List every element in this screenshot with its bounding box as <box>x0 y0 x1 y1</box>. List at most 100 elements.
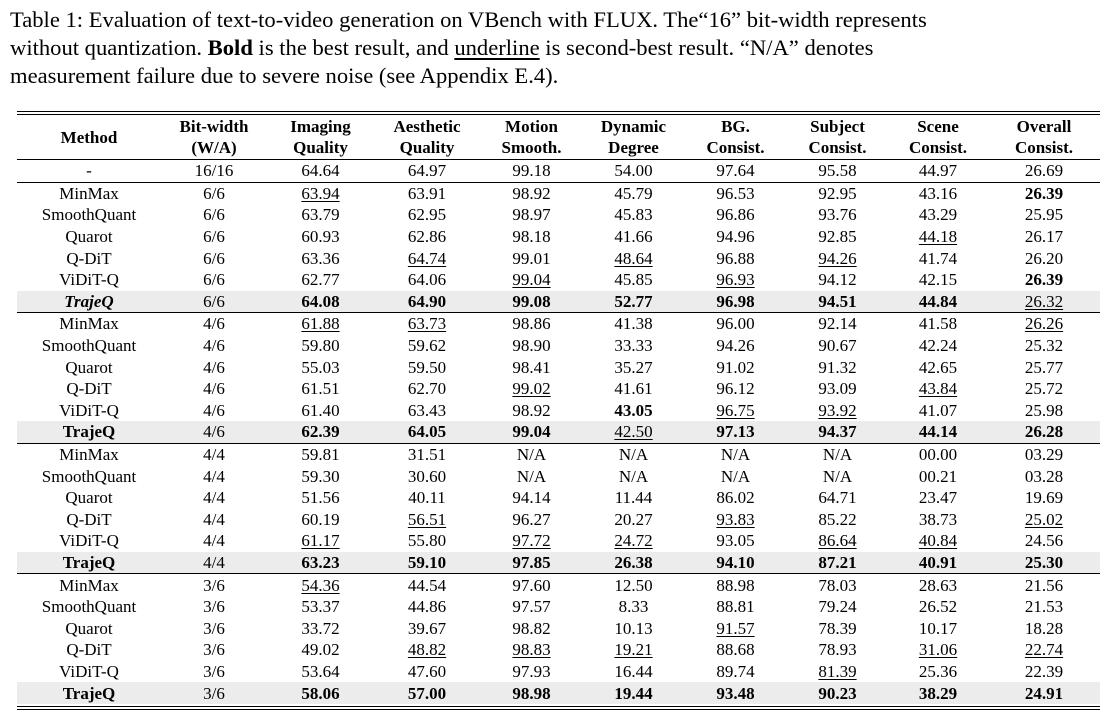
metric-value: 86.02 <box>716 488 755 508</box>
metric-cell: 30.60 <box>374 465 480 487</box>
metric-cell: 59.81 <box>267 442 374 466</box>
metric-cell: 97.60 <box>480 573 583 596</box>
metric-cell: 43.84 <box>888 378 988 400</box>
metric-value: 31.06 <box>918 640 958 660</box>
metric-cell: 33.72 <box>267 617 374 639</box>
method-cell: ViDiT-Q <box>59 270 119 290</box>
metric-value: 61.51 <box>301 379 340 399</box>
top-rule <box>17 111 1100 112</box>
metric-cell: 63.23 <box>267 551 374 574</box>
metric-value: 98.98 <box>512 683 551 703</box>
metric-value: 41.07 <box>918 400 958 420</box>
metric-cell: 98.83 <box>480 639 583 661</box>
metric-cell: 62.95 <box>374 204 480 226</box>
caption-text-3: is second-best result. “N/A” denotes mea… <box>10 35 874 88</box>
metric-value: 54.36 <box>301 575 340 595</box>
metric-cell: 62.77 <box>267 269 374 291</box>
metric-cell: 43.05 <box>583 400 684 422</box>
metric-cell: 10.13 <box>583 617 684 639</box>
metric-value: 20.27 <box>614 509 653 529</box>
metric-value: 59.80 <box>301 336 340 356</box>
method-cell: Quarot <box>65 357 113 377</box>
metric-value: 26.28 <box>1024 422 1064 442</box>
column-header-line: (W/A) <box>191 138 237 157</box>
metric-value: 43.84 <box>918 379 958 399</box>
metric-cell: 91.57 <box>684 617 787 639</box>
metric-value: 98.18 <box>512 227 551 247</box>
metric-cell: 61.40 <box>267 400 374 422</box>
metric-value: 45.79 <box>614 183 653 203</box>
bitwidth-cell: 4/6 <box>161 421 267 444</box>
metric-cell: 96.86 <box>684 204 787 226</box>
method-cell: TrajeQ <box>17 682 161 704</box>
metric-cell: N/A <box>684 442 787 466</box>
metric-cell: 59.62 <box>374 335 480 357</box>
metric-value: 44.18 <box>918 227 958 247</box>
metric-cell: 03.29 <box>988 442 1100 466</box>
bitwidth-cell: 4/4 <box>203 488 225 508</box>
metric-value: 25.30 <box>1024 552 1064 572</box>
metric-value: 40.91 <box>918 552 958 572</box>
bitwidth-cell: 6/6 <box>203 270 225 290</box>
metric-value: 31.51 <box>407 445 447 465</box>
metric-cell: 20.27 <box>583 509 684 531</box>
metric-cell: 44.86 <box>374 596 480 618</box>
metric-cell: 91.32 <box>787 356 888 378</box>
metric-cell: 99.08 <box>480 290 583 313</box>
metric-cell: 54.36 <box>267 573 374 596</box>
metric-cell: 03.28 <box>988 465 1100 487</box>
metric-cell: 96.27 <box>480 509 583 531</box>
metric-cell: 45.83 <box>583 204 684 226</box>
method-cell: TrajeQ <box>17 290 161 313</box>
metric-value: 59.30 <box>301 466 340 486</box>
metric-cell: 98.82 <box>480 617 583 639</box>
table-row: SmoothQuant 3/6 53.37 44.86 97.57 8.33 88.81 79… <box>17 596 1100 618</box>
metric-value: 97.64 <box>716 161 755 181</box>
bitwidth-cell: 16/16 <box>194 161 234 181</box>
metric-value: 98.41 <box>512 357 551 377</box>
table-row-ours: TrajeQ 3/6 58.06 57.00 98.98 19.44 93.48 90.23 3… <box>17 682 1100 704</box>
metric-cell: 25.77 <box>988 356 1100 378</box>
metric-value: 24.91 <box>1024 683 1064 703</box>
method-cell: ViDiT-Q <box>59 531 119 551</box>
metric-value: 26.39 <box>1024 270 1064 290</box>
table-row: SmoothQuant 6/6 63.79 62.95 98.97 45.83 96.86 9… <box>17 204 1100 226</box>
metric-value: 48.82 <box>407 640 447 660</box>
metric-cell: 94.96 <box>684 226 787 248</box>
metric-value: 79.24 <box>818 597 857 617</box>
metric-cell: 97.57 <box>480 596 583 618</box>
metric-cell: 25.98 <box>988 400 1100 422</box>
bitwidth-cell: 4/6 <box>203 357 225 377</box>
metric-cell: 93.76 <box>787 204 888 226</box>
metric-cell: 96.75 <box>684 400 787 422</box>
metric-value: 42.65 <box>918 357 958 377</box>
metric-value: 92.95 <box>818 183 857 203</box>
method-cell: SmoothQuant <box>41 205 137 225</box>
metric-value: 25.95 <box>1024 205 1064 225</box>
metric-value: 64.05 <box>407 422 447 442</box>
metric-value: 87.21 <box>818 552 857 572</box>
metric-value: 62.95 <box>407 205 447 225</box>
metric-cell: 55.03 <box>267 356 374 378</box>
metric-value: 00.21 <box>918 466 958 486</box>
column-header-line: Consist. <box>706 138 765 157</box>
metric-cell: 42.50 <box>583 421 684 444</box>
metric-cell: 26.39 <box>988 269 1100 291</box>
metric-cell: 89.74 <box>684 661 787 683</box>
metric-cell: 10.17 <box>888 617 988 639</box>
metric-cell: 52.77 <box>583 290 684 313</box>
metric-value: 33.33 <box>614 336 653 356</box>
metric-cell: 96.53 <box>684 181 787 205</box>
metric-cell: 99.01 <box>480 247 583 269</box>
metric-value: 03.28 <box>1024 466 1064 486</box>
metric-cell: 25.95 <box>988 204 1100 226</box>
metric-cell: 98.98 <box>480 682 583 704</box>
metric-cell: 64.97 <box>374 160 480 183</box>
metric-cell: 23.47 <box>888 487 988 509</box>
metric-value: 81.39 <box>818 661 857 681</box>
metric-cell: 95.58 <box>787 160 888 183</box>
metric-value: 30.60 <box>407 466 447 486</box>
metric-value: 56.51 <box>407 509 447 529</box>
metric-cell: 94.26 <box>787 247 888 269</box>
metric-value: 28.63 <box>918 575 958 595</box>
